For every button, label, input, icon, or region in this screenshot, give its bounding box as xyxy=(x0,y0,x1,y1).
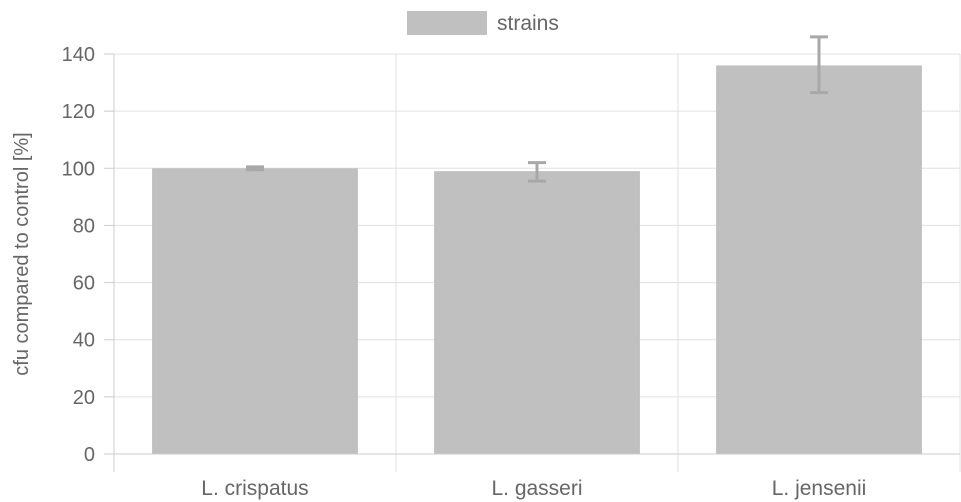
x-tick-label-0: L. crispatus xyxy=(201,477,308,500)
y-tick-label-140: 140 xyxy=(62,44,95,66)
bar-2 xyxy=(716,65,922,454)
axes xyxy=(104,53,960,472)
y-tick-labels: 0 20 40 60 80 100 120 140 xyxy=(62,44,95,466)
y-tick-label-100: 100 xyxy=(62,158,95,180)
y-tick-label-20: 20 xyxy=(73,387,95,409)
y-tick-label-80: 80 xyxy=(73,215,95,237)
error-bars xyxy=(246,35,828,183)
y-tick-label-40: 40 xyxy=(73,330,95,352)
bars xyxy=(152,65,922,455)
y-tick-label-120: 120 xyxy=(62,101,95,123)
x-tick-labels: L. crispatus L. gasseri L. jensenii xyxy=(201,477,866,500)
y-tick-label-0: 0 xyxy=(84,444,95,466)
y-tick-label-60: 60 xyxy=(73,273,95,295)
legend-swatch-strains xyxy=(407,11,487,35)
y-axis-title: cfu compared to control [%] xyxy=(11,132,33,375)
bar-1 xyxy=(434,171,640,454)
legend-label-strains: strains xyxy=(497,12,559,35)
x-tick-label-2: L. jensenii xyxy=(772,477,867,500)
x-tick-label-1: L. gasseri xyxy=(491,477,582,500)
bar-0 xyxy=(152,168,358,455)
legend: strains xyxy=(407,11,559,35)
